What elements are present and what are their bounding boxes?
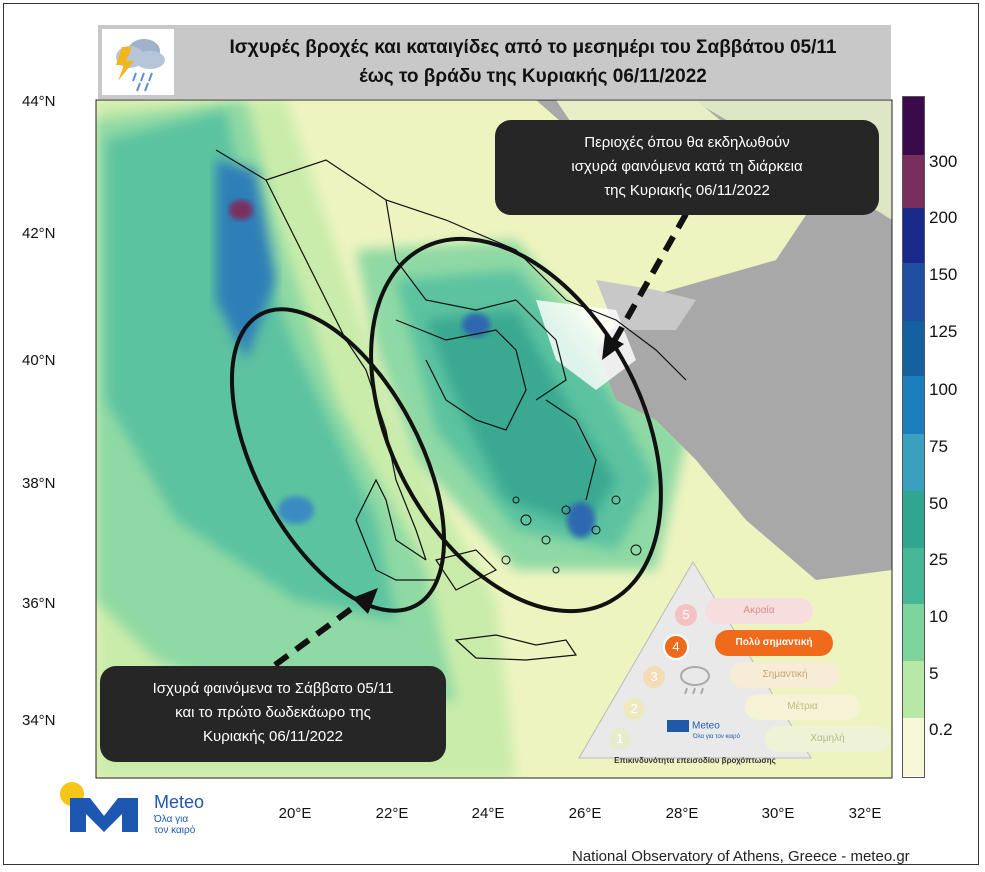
lon-label: 26°E [568, 805, 602, 822]
title-line-1: Ισχυρές βροχές και καταιγίδες από το μεσ… [229, 37, 837, 58]
risk-num: 3 [643, 666, 665, 688]
lon-label: 32°E [848, 805, 882, 822]
callout-line: ισχυρά φαινόμενα κατά τη διάρκεια [571, 158, 803, 175]
callout-line: Κυριακής 06/11/2022 [203, 728, 343, 745]
risk-legend: Ακραία Πολύ σημαντική Σημαντική Μέτρια Χ… [575, 560, 890, 770]
colorbar-label: 5 [929, 664, 939, 683]
risk-label: Πολύ σημαντική [735, 637, 813, 648]
logo-tagline: Όλα για τον καιρό [154, 814, 195, 836]
risk-level-1: Χαμηλή [765, 726, 890, 752]
lat-label: 34°N [22, 712, 56, 729]
colorbar-label: 300 [929, 152, 958, 171]
legend-brand-tagline: Όλα για τον καιρό [693, 734, 740, 740]
logo-tagline-1: Όλα για [154, 814, 189, 825]
lat-label: 36°N [22, 595, 56, 612]
lon-label: 24°E [471, 805, 505, 822]
legend-caption: Επικινδυνότητα επεισοδίου βροχόπτωσης [614, 756, 776, 765]
colorbar-label: 25 [929, 550, 948, 569]
risk-num: 4 [663, 634, 689, 660]
logo-tagline-2: τον καιρό [154, 825, 196, 836]
legend-brand: Meteo [667, 720, 720, 732]
meteo-logo: Meteo Όλα για τον καιρό [60, 780, 230, 840]
risk-num: 5 [675, 604, 697, 626]
storm-cloud-icon [102, 29, 174, 95]
lon-label: 20°E [278, 805, 312, 822]
lon-label: 30°E [761, 805, 795, 822]
callout-line: της Κυριακής 06/11/2022 [604, 182, 770, 199]
risk-label: Ακραία [743, 605, 775, 616]
legend-brand-name: Meteo [692, 720, 720, 732]
colorbar-label: 10 [929, 607, 948, 626]
lon-label: 22°E [375, 805, 409, 822]
colorbar-label: 200 [929, 208, 958, 227]
page-title: Ισχυρές βροχές και καταιγίδες από το μεσ… [188, 33, 878, 91]
risk-num: 2 [623, 698, 645, 720]
callout-sunday: Περιοχές όπου θα εκδηλωθούν ισχυρά φαινό… [495, 120, 879, 215]
risk-level-3: Σημαντική [730, 662, 840, 688]
callout-saturday: Ισχυρά φαινόμενα το Σάββατο 05/11 και το… [100, 666, 446, 762]
risk-level-4: Πολύ σημαντική [715, 630, 833, 656]
risk-label: Χαμηλή [810, 733, 845, 744]
lat-label: 44°N [22, 93, 56, 110]
callout-line: Ισχυρά φαινόμενα το Σάββατο 05/11 [152, 680, 394, 697]
lat-label: 38°N [22, 475, 56, 492]
colorbar-label: 100 [929, 380, 958, 399]
rain-cloud-icon [675, 664, 715, 696]
colorbar-label: 150 [929, 265, 958, 284]
lat-label: 40°N [22, 352, 56, 369]
figure-frame [3, 3, 979, 865]
credit-text: National Observatory of Athens, Greece -… [572, 848, 910, 865]
colorbar-label: 0.2 [929, 720, 953, 739]
colorbar-label: 75 [929, 437, 948, 456]
lon-label: 28°E [665, 805, 699, 822]
risk-level-5: Ακραία [705, 598, 813, 624]
risk-num: 1 [609, 728, 631, 750]
logo-name: Meteo [154, 792, 205, 812]
callout-line: και το πρώτο δωδεκάωρο της [175, 704, 371, 721]
callout-line: Περιοχές όπου θα εκδηλωθούν [584, 134, 790, 151]
risk-label: Σημαντική [762, 669, 808, 680]
colorbar [902, 96, 925, 778]
title-line-2: έως το βράδυ της Κυριακής 06/11/2022 [359, 66, 707, 87]
colorbar-label: 50 [929, 494, 948, 513]
colorbar-label: 125 [929, 322, 958, 341]
title-box: Ισχυρές βροχές και καταιγίδες από το μεσ… [98, 25, 891, 99]
lat-label: 42°N [22, 225, 56, 242]
risk-label: Μέτρια [787, 701, 818, 712]
risk-level-2: Μέτρια [745, 694, 860, 720]
